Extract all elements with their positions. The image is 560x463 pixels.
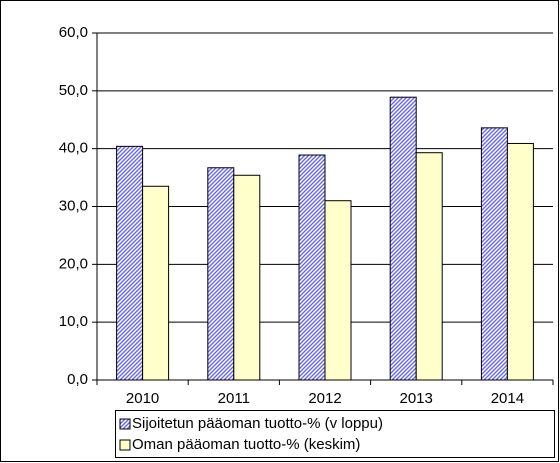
- y-tick-label: 50,0: [59, 82, 88, 99]
- bar: [233, 174, 261, 381]
- bar: [324, 200, 352, 381]
- x-tick-label: 2012: [308, 390, 341, 407]
- y-tick-label: 0,0: [67, 371, 88, 388]
- y-tick-label: 30,0: [59, 197, 88, 214]
- x-tick-label: 2010: [126, 390, 159, 407]
- x-tick-label: 2013: [400, 390, 433, 407]
- legend-label: Sijoitetun pääoman tuotto-% (v loppu): [132, 415, 383, 432]
- bar: [506, 142, 534, 381]
- bar: [116, 145, 144, 381]
- bar: [298, 154, 326, 381]
- y-tick-label: 60,0: [59, 24, 88, 41]
- y-tick-label: 10,0: [59, 313, 88, 330]
- legend-label: Oman pääoman tuotto-% (keskim): [132, 436, 360, 453]
- legend-swatch: [119, 439, 131, 451]
- bar: [142, 185, 170, 381]
- legend-box: [115, 410, 555, 458]
- x-tick-label: 2011: [218, 390, 250, 407]
- legend-swatch: [119, 418, 131, 430]
- y-tick-label: 40,0: [59, 140, 88, 157]
- bar: [480, 127, 508, 381]
- bar: [415, 152, 443, 381]
- x-tick-label: 2014: [491, 390, 524, 407]
- bar: [389, 96, 417, 381]
- y-tick-label: 20,0: [59, 255, 88, 272]
- bar: [207, 167, 235, 381]
